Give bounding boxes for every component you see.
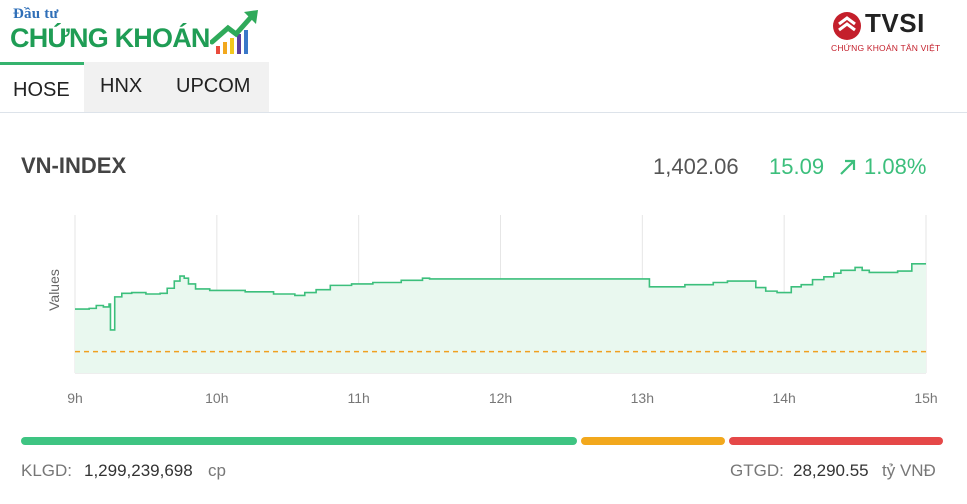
x-tick-label: 14h <box>772 390 795 406</box>
inactive-tab-background <box>84 62 269 112</box>
logo-line2: CHỨNG KHOÁN <box>10 23 210 53</box>
klgd-unit: cp <box>208 461 226 480</box>
gtgd-label: GTGD: <box>730 461 784 480</box>
breadth-segment-declining <box>729 437 943 445</box>
x-tick-label: 12h <box>489 390 512 406</box>
tvsi-brand-name: TVSI <box>865 8 925 38</box>
growth-chart-icon <box>210 10 258 54</box>
arrow-up-right-icon <box>840 159 856 175</box>
index-change: 15.09 <box>769 154 825 179</box>
x-tick-label: 9h <box>67 390 83 406</box>
breadth-segment-unchanged <box>581 437 725 445</box>
tab-hnx-label: HNX <box>100 75 143 97</box>
klgd-label: KLGD: <box>21 461 73 480</box>
tvsi-tagline: CHỨNG KHOÁN TÂN VIỆT <box>831 43 941 53</box>
klgd-value: 1,299,239,698 <box>84 461 193 480</box>
intraday-chart: 9h 10h 11h 12h 13h 14h 15h Values <box>46 215 938 406</box>
exchange-tabs: HOSE HNX UPCOM <box>0 62 967 113</box>
index-name: VN-INDEX <box>21 153 127 178</box>
index-change-percent: 1.08% <box>864 154 927 179</box>
area-fill <box>75 263 926 373</box>
y-axis-label: Values <box>46 269 62 311</box>
x-tick-label: 13h <box>631 390 654 406</box>
dautu-chungkhoan-logo[interactable]: Đầu tư CHỨNG KHOÁN <box>10 6 260 56</box>
x-tick-label: 10h <box>205 390 228 406</box>
tab-upcom-label: UPCOM <box>176 75 251 97</box>
tvsi-emblem-icon <box>833 12 861 40</box>
tab-hnx[interactable]: HNX <box>84 62 154 112</box>
x-tick-label: 11h <box>348 390 370 406</box>
tab-hose[interactable]: HOSE <box>0 62 84 112</box>
series-line <box>75 263 926 331</box>
index-value: 1,402.06 <box>653 154 739 179</box>
tab-hose-label: HOSE <box>13 79 70 101</box>
tvsi-logo[interactable]: TVSI CHỨNG KHOÁN TÂN VIỆT <box>827 8 957 58</box>
tab-upcom[interactable]: UPCOM <box>154 62 269 112</box>
breadth-segment-advancing <box>21 437 577 445</box>
x-tick-label: 15h <box>914 390 937 406</box>
gtgd-value: 28,290.55 <box>793 461 869 480</box>
logo-line1: Đầu tư <box>13 6 59 22</box>
gtgd-unit: tỷ VNĐ <box>882 461 936 480</box>
